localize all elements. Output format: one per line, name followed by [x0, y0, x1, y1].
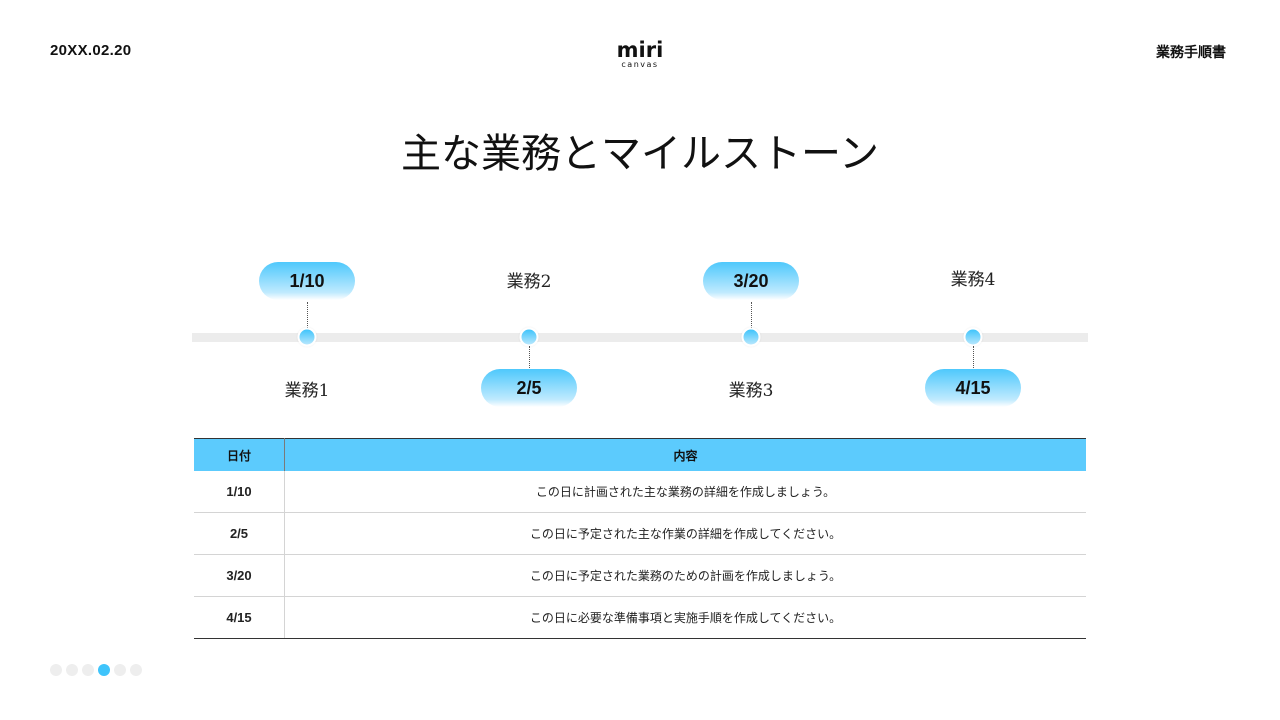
milestone-task-label: 業務1	[284, 381, 330, 401]
milestone-connector	[973, 346, 974, 368]
cell-date: 2/5	[194, 512, 285, 555]
milestone-task-label: 業務2	[506, 272, 552, 292]
milestone-task-label: 業務3	[728, 381, 774, 401]
milestone-date-pill: 4/15	[925, 369, 1021, 407]
milestone-dot	[519, 327, 539, 347]
header-date: 20XX.02.20	[50, 42, 132, 59]
milestone-connector	[751, 302, 752, 330]
page-dot-active[interactable]	[98, 664, 110, 676]
page-indicator	[50, 664, 142, 676]
page-dot[interactable]	[82, 664, 94, 676]
cell-content: この日に予定された業務のための計画を作成しましょう。	[284, 554, 1086, 597]
milestone-connector	[307, 302, 308, 330]
logo-wordmark: miri	[616, 38, 664, 62]
table-row: 3/20 この日に予定された業務のための計画を作成しましょう。	[194, 554, 1086, 597]
column-header-date: 日付	[194, 438, 285, 471]
cell-content: この日に計画された主な業務の詳細を作成しましょう。	[284, 471, 1086, 513]
table-row: 4/15 この日に必要な準備事項と実施手順を作成してください。	[194, 596, 1086, 639]
page-dot[interactable]	[66, 664, 78, 676]
page-dot[interactable]	[130, 664, 142, 676]
milestone-task-label: 業務4	[950, 270, 996, 290]
schedule-table: 日付 内容 1/10 この日に計画された主な業務の詳細を作成しましょう。 2/5…	[194, 438, 1086, 639]
milestone-dot	[963, 327, 983, 347]
table-row: 2/5 この日に予定された主な作業の詳細を作成してください。	[194, 512, 1086, 555]
milestone-dot	[741, 327, 761, 347]
milestone-date-pill: 1/10	[259, 262, 355, 300]
milestone-connector	[529, 346, 530, 368]
cell-date: 4/15	[194, 596, 285, 639]
milestone-dot	[297, 327, 317, 347]
table-row: 1/10 この日に計画された主な業務の詳細を作成しましょう。	[194, 471, 1086, 513]
column-header-content: 内容	[284, 438, 1086, 471]
page-dot[interactable]	[50, 664, 62, 676]
document-title: 業務手順書	[1156, 45, 1226, 61]
page-dot[interactable]	[114, 664, 126, 676]
cell-date: 1/10	[194, 471, 285, 513]
logo-subtext: canvas	[621, 60, 659, 69]
page-title: 主な業務とマイルストーン	[401, 131, 879, 177]
cell-date: 3/20	[194, 554, 285, 597]
brand-logo: miri canvas	[610, 38, 670, 70]
timeline-track	[192, 333, 1088, 342]
cell-content: この日に予定された主な作業の詳細を作成してください。	[284, 512, 1086, 555]
table-header-row: 日付 内容	[194, 438, 1086, 471]
milestone-date-pill: 2/5	[481, 369, 577, 407]
cell-content: この日に必要な準備事項と実施手順を作成してください。	[284, 596, 1086, 639]
milestone-date-pill: 3/20	[703, 262, 799, 300]
